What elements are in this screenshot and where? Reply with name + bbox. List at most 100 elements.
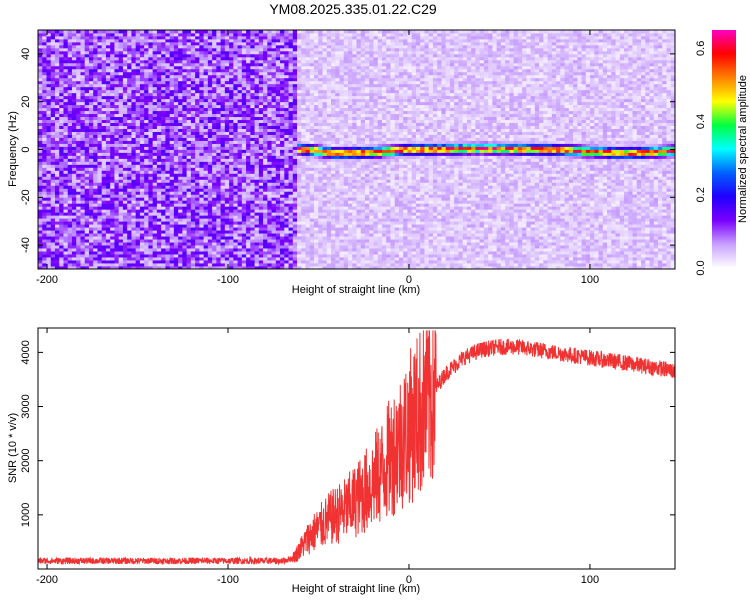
spectrogram-cell: [280, 245, 285, 249]
spectrogram-cell: [38, 191, 43, 195]
spectrogram-cell: [122, 30, 128, 34]
spectrogram-cell: [38, 143, 43, 147]
spectrogram-cell: [131, 146, 137, 150]
spectrogram-cell: [220, 116, 226, 121]
spectrogram-cell: [284, 254, 289, 258]
spectrogram-cell: [88, 74, 94, 79]
spectrogram-cell: [110, 131, 115, 135]
spectrogram-cell: [161, 233, 166, 237]
spectrogram-cell: [280, 71, 285, 76]
spectrogram-cell: [237, 50, 243, 55]
spectrogram-cell: [263, 125, 268, 129]
spectrogram-cell: [250, 218, 255, 222]
spectrogram-cell: [263, 32, 268, 37]
spectrogram-cell: [284, 113, 289, 118]
spectrogram-cell: [76, 209, 81, 213]
spectrogram-cell: [105, 152, 111, 156]
spectrogram-cell: [50, 221, 56, 225]
spectrogram-cell: [118, 80, 124, 85]
spectrogram-cell: [76, 77, 81, 82]
spectrogram-cell: [233, 113, 238, 118]
spectrogram-cell: [114, 143, 120, 147]
spectrogram-cell: [271, 143, 277, 147]
spectrogram-cell: [258, 32, 264, 37]
spectrogram-cell: [165, 152, 171, 156]
spectrogram-cell: [135, 179, 141, 183]
spectrogram-cell: [97, 137, 103, 141]
spectrogram-cell: [267, 230, 272, 234]
spectrogram-cell: [186, 137, 192, 141]
spectrogram-cell: [182, 143, 188, 147]
spectrogram-cell: [254, 131, 260, 135]
spectrogram-cell: [212, 233, 217, 237]
spectrogram-cell: [135, 263, 141, 267]
spectrogram-cell: [97, 215, 103, 219]
spectrogram-cell: [190, 257, 196, 261]
spectrogram-cell: [237, 122, 243, 126]
spectrogram-cell: [144, 32, 149, 37]
spectrogram-cell: [63, 248, 69, 252]
spectrogram-cell: [114, 215, 120, 219]
spectrogram-cell: [76, 245, 81, 249]
spectrogram-cell: [301, 227, 306, 231]
spectrogram-cell: [63, 116, 69, 121]
spectrogram-cell: [178, 161, 183, 165]
spectrogram-cell: [241, 113, 247, 118]
spectrogram-cell: [122, 50, 128, 55]
spectrogram-cell: [216, 95, 222, 100]
spectrogram-cell: [246, 203, 251, 207]
spectrogram-cell: [292, 30, 298, 34]
spectrogram-cell: [292, 44, 298, 49]
spectrogram-cell: [152, 32, 158, 37]
spectrogram-cell: [280, 161, 285, 165]
spectrogram-cell: [101, 194, 107, 198]
spectrogram-cell: [284, 266, 289, 269]
spectrogram-cell: [93, 188, 98, 192]
spectrogram-cell: [101, 140, 107, 144]
spectrogram-cell: [195, 152, 200, 156]
spectrogram-cell: [84, 59, 90, 64]
spectrogram-cell: [207, 86, 213, 91]
spectrogram-cell: [105, 30, 111, 34]
spectrogram-cell: [67, 95, 73, 100]
spectrogram-cell: [88, 47, 94, 52]
spectrogram-cell: [144, 245, 149, 249]
spectrogram-cell: [38, 137, 43, 141]
spectrogram-cell: [178, 209, 183, 213]
spectrogram-cell: [178, 38, 183, 43]
spectrogram-cell: [199, 95, 205, 100]
spectrogram-cell: [93, 89, 98, 94]
spectrogram-cell: [63, 263, 69, 267]
spectrogram-cell: [88, 251, 94, 255]
spectrogram-cell: [182, 248, 188, 252]
spectrogram-cell: [152, 50, 158, 55]
spectrogram-cell: [50, 266, 56, 269]
spectrogram-cell: [280, 254, 285, 258]
spectrogram-cell: [71, 137, 77, 141]
spectrogram-cell: [178, 251, 183, 255]
spectrogram-cell: [139, 236, 145, 240]
spectrogram-cell: [105, 179, 111, 183]
spectrogram-cell: [271, 128, 277, 132]
spectrogram-cell: [139, 71, 145, 76]
spectrogram-cell: [178, 260, 183, 264]
spectrogram-cell: [288, 32, 294, 37]
spectrogram-cell: [271, 77, 277, 82]
spectrogram-cell: [169, 224, 175, 228]
spectrogram-cell: [246, 209, 251, 213]
spectrogram-cell: [122, 206, 128, 210]
spectrogram-cell: [152, 125, 158, 129]
spectrogram-cell: [50, 122, 56, 126]
spectrogram-cell: [224, 239, 230, 243]
spectrogram-cell: [76, 116, 81, 121]
spectrogram-cell: [71, 80, 77, 85]
spectrogram-cell: [275, 185, 281, 189]
spectrogram-cell: [71, 230, 77, 234]
spectrogram-cell: [110, 125, 115, 129]
spectrogram-cell: [275, 158, 281, 162]
spectrogram-cell: [271, 188, 277, 192]
spectrogram-cell: [54, 206, 60, 210]
spectrogram-cell: [84, 116, 90, 121]
spectrogram-cell: [224, 164, 230, 168]
spectrogram-cell: [93, 92, 98, 97]
